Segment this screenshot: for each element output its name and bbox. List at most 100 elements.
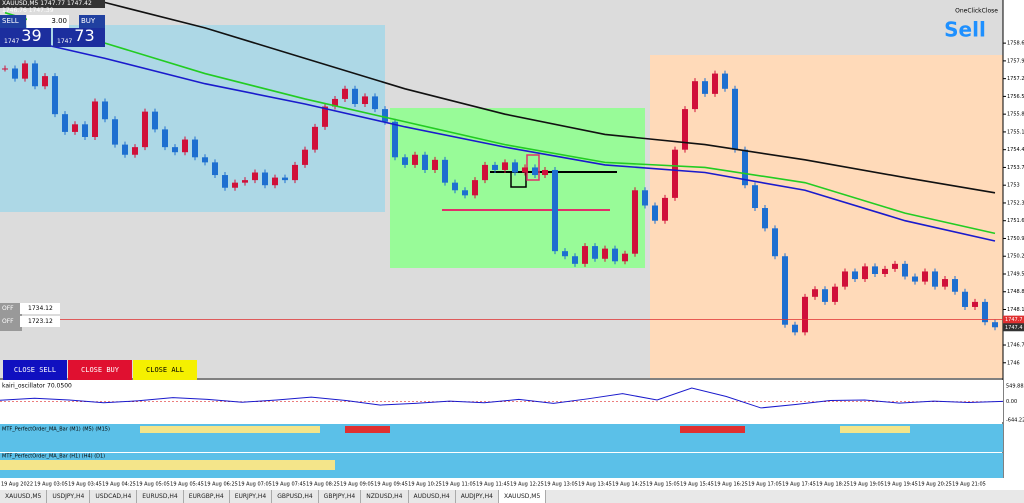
oscillator-label: kairi_oscillator 70.0500 bbox=[2, 383, 72, 390]
x-tick-label: 19 Aug 08:25 bbox=[306, 482, 340, 488]
level-state[interactable]: OFF bbox=[0, 316, 22, 331]
chart-canvas: Sell OneClickClose kairi_oscillator 70.0… bbox=[0, 0, 1024, 488]
candle-body bbox=[782, 256, 788, 325]
candle-body bbox=[912, 276, 918, 282]
price-small: 1747 bbox=[4, 38, 20, 45]
candle-body bbox=[332, 98, 338, 107]
level-price: 1723.12 bbox=[20, 316, 60, 327]
y-tick-label: 1757.9 bbox=[1007, 58, 1024, 64]
candle-body bbox=[212, 162, 218, 176]
candle-body bbox=[792, 324, 798, 333]
x-tick-label: 19 Aug 06:25 bbox=[204, 482, 238, 488]
candle-body bbox=[322, 106, 328, 127]
sell-price[interactable]: 1747 39 bbox=[0, 26, 51, 47]
price-small: 1747 bbox=[57, 38, 73, 45]
candle-body bbox=[742, 149, 748, 186]
candle-body bbox=[652, 205, 658, 221]
candle-body bbox=[62, 114, 68, 132]
level-price: 1734.12 bbox=[20, 303, 60, 314]
candle-body bbox=[632, 190, 638, 254]
y-tick-label: 1752.3 bbox=[1007, 200, 1024, 206]
candle-body bbox=[82, 124, 88, 137]
x-tick-label: 19 Aug 04:25 bbox=[102, 482, 136, 488]
price-big: 73 bbox=[74, 26, 95, 45]
tab-bar: XAUUSD,M5 USDJPY,H4 USDCAD,H4 EURUSD,H4 EURG… bbox=[0, 490, 1024, 503]
buy-price[interactable]: 1747 73 bbox=[53, 26, 105, 47]
tab[interactable]: EURUSD,H4 bbox=[137, 490, 184, 503]
x-tick-label: 19 Aug 07:05 bbox=[238, 482, 272, 488]
y-tick-label: 1749.5 bbox=[1007, 271, 1024, 277]
x-tick-label: 19 Aug 07:45 bbox=[272, 482, 306, 488]
oscillator-line bbox=[0, 387, 1004, 409]
candle-body bbox=[642, 190, 648, 206]
tab[interactable]: USDCAD,H4 bbox=[90, 490, 138, 503]
x-tick-label: 19 Aug 14:25 bbox=[612, 482, 646, 488]
tab[interactable]: USDJPY,H4 bbox=[47, 490, 91, 503]
y-tick-label: 1750.2 bbox=[1007, 254, 1024, 260]
x-tick-label: 19 Aug 10:25 bbox=[408, 482, 442, 488]
tab[interactable]: NZDUSD,H4 bbox=[361, 490, 409, 503]
tab[interactable]: AUDUSD,H4 bbox=[409, 490, 456, 503]
mtf-red-block bbox=[680, 426, 745, 433]
candle-body bbox=[662, 197, 668, 221]
tab[interactable]: XAUUSD,M5 bbox=[498, 490, 547, 503]
x-tick-label: 19 Aug 05:45 bbox=[170, 482, 204, 488]
candle-body bbox=[602, 248, 608, 259]
x-tick-label: 19 Aug 13:05 bbox=[544, 482, 578, 488]
candle-body bbox=[622, 253, 628, 262]
candle-body bbox=[962, 291, 968, 307]
y-tick-label: 1748.1 bbox=[1007, 307, 1024, 313]
close-button[interactable]: CLOSE BUY bbox=[68, 360, 132, 380]
candle-body bbox=[162, 129, 168, 148]
tab[interactable]: XAUUSD,M5 bbox=[0, 490, 48, 503]
candle-body bbox=[592, 246, 598, 259]
candle-body bbox=[142, 111, 148, 148]
tab[interactable]: GBPUSD,H4 bbox=[272, 490, 319, 503]
candle-body bbox=[412, 154, 418, 165]
candle-body bbox=[452, 182, 458, 191]
tab[interactable]: GBPJPY,H4 bbox=[319, 490, 362, 503]
x-tick-label: 19 Aug 15:05 bbox=[646, 482, 680, 488]
buy-button[interactable]: BUY bbox=[79, 15, 105, 28]
x-tick-label: 19 Aug 11:45 bbox=[476, 482, 510, 488]
candle-body bbox=[462, 190, 468, 196]
candle-body bbox=[682, 109, 688, 150]
y-tick-label: 1748.8 bbox=[1007, 289, 1024, 295]
candle-body bbox=[992, 322, 998, 328]
candle-body bbox=[542, 169, 548, 176]
candle-body bbox=[932, 271, 938, 287]
candle-body bbox=[152, 111, 158, 130]
lots-input[interactable]: 3.00 bbox=[27, 15, 69, 28]
candle-body bbox=[42, 76, 48, 87]
indicator-label: MTF_PerfectOrder_MA_Bar (M1) (M5) (M15) bbox=[2, 427, 110, 433]
moving-average bbox=[88, 0, 996, 194]
box-marker bbox=[510, 171, 527, 188]
close-button[interactable]: CLOSE SELL bbox=[3, 360, 67, 380]
x-tick-label: 19 Aug 21:05 bbox=[952, 482, 986, 488]
close-button[interactable]: CLOSE ALL bbox=[133, 360, 197, 380]
x-tick-label: 19 Aug 20:25 bbox=[918, 482, 952, 488]
level-state[interactable]: OFF bbox=[0, 303, 22, 318]
candle-body bbox=[422, 154, 428, 170]
candle-body bbox=[882, 268, 888, 274]
tab[interactable]: EURGBP,H4 bbox=[184, 490, 230, 503]
mtf-yellow-block bbox=[840, 426, 910, 433]
y-tick-label: 1750.9 bbox=[1007, 236, 1024, 242]
candle-body bbox=[522, 167, 528, 173]
tab[interactable]: EURJPY,H4 bbox=[230, 490, 273, 503]
y-tick-label: 1753 bbox=[1007, 183, 1020, 189]
candle-body bbox=[952, 279, 958, 292]
sell-button[interactable]: SELL bbox=[0, 15, 26, 28]
mtf-yellow-block bbox=[0, 460, 335, 470]
x-tick-label: 19 Aug 15:45 bbox=[680, 482, 714, 488]
candle-body bbox=[722, 73, 728, 89]
candle-body bbox=[262, 172, 268, 186]
candle-body bbox=[182, 139, 188, 153]
y-tick-label: 1746 bbox=[1007, 360, 1020, 366]
candle-body bbox=[512, 162, 518, 173]
candle-body bbox=[392, 121, 398, 158]
candle-body bbox=[372, 96, 378, 110]
candle-body bbox=[672, 149, 678, 198]
moving-average bbox=[4, 11, 996, 235]
tab[interactable]: AUDJPY,H4 bbox=[456, 490, 499, 503]
